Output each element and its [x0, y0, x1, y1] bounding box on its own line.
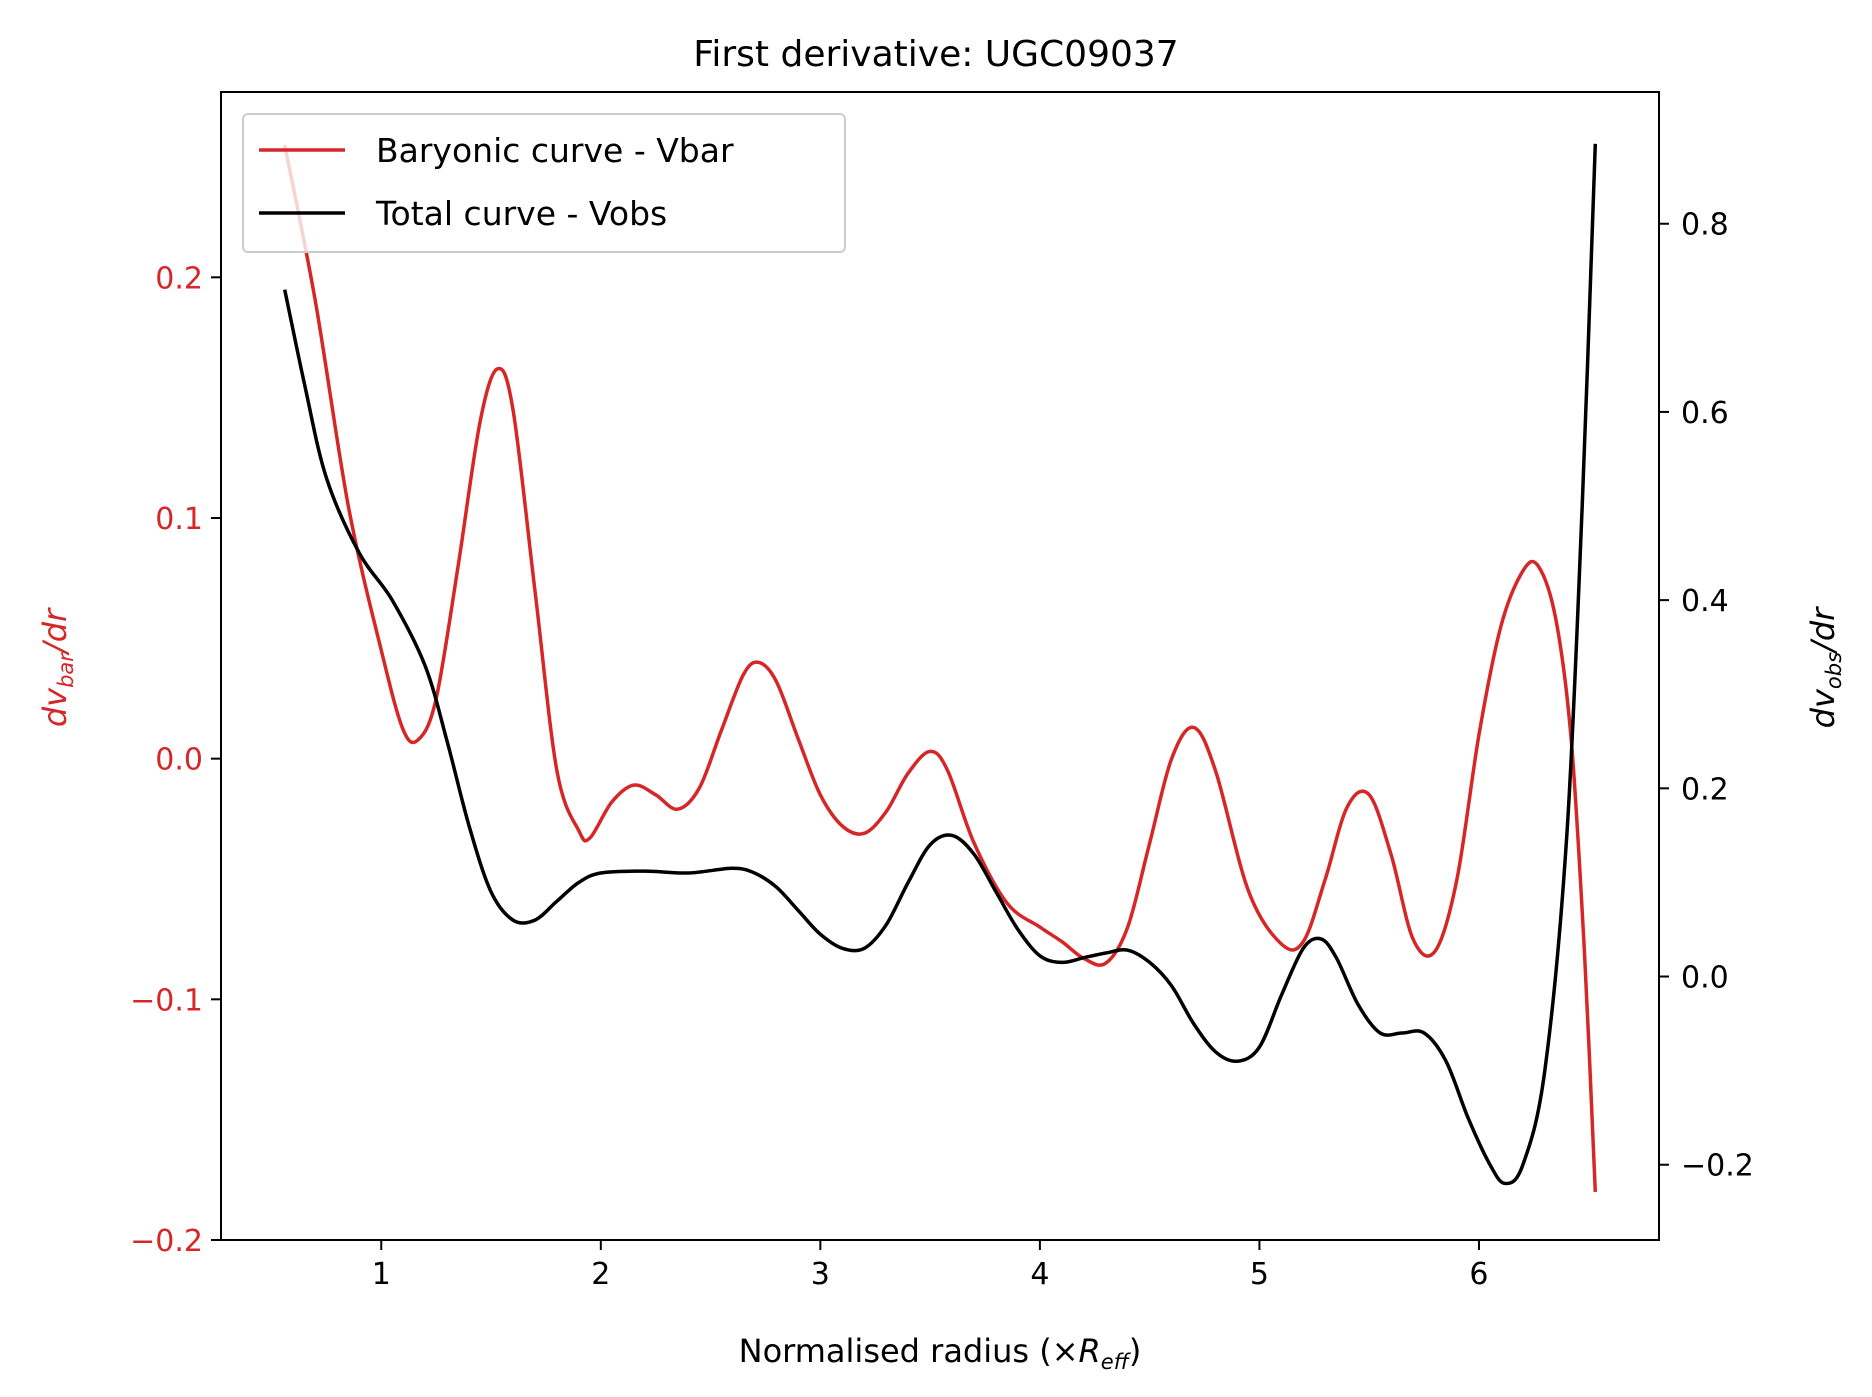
plot-frame	[220, 91, 1660, 1241]
legend-label-vbar: Baryonic curve - Vbar	[376, 131, 734, 170]
series-layer	[282, 143, 1598, 1192]
y-left-tick-label: 0.0	[155, 743, 203, 778]
legend-label-vobs: Total curve - Vobs	[375, 194, 667, 233]
y-left-tick-label: −0.1	[130, 983, 203, 1018]
chart-title: First derivative: UGC09037	[693, 34, 1178, 75]
y-right-axis: 0.8 0.6 0.4 0.2 0.0 −0.2	[1659, 208, 1754, 1184]
series-line-vobs	[282, 143, 1598, 1186]
series-line-vbar	[282, 144, 1598, 1192]
x-tick-label: 3	[811, 1257, 830, 1292]
legend: Baryonic curve - Vbar Total curve - Vobs	[242, 113, 846, 253]
y-left-tick-label: 0.2	[155, 261, 203, 296]
y-right-tick-label: 0.4	[1681, 584, 1729, 619]
y-left-tick-label: 0.1	[155, 502, 203, 537]
y-right-tick-label: 0.8	[1681, 208, 1729, 243]
x-tick-label: 4	[1030, 1257, 1049, 1292]
y-right-tick-label: 0.6	[1681, 396, 1729, 431]
y-left-axis-label: dvbar/dr	[36, 607, 78, 727]
y-left-axis: 0.2 0.1 0.0 −0.1 −0.2	[130, 261, 221, 1259]
x-axis: 1 2 3 4 5 6	[372, 1240, 1489, 1292]
y-right-tick-label: 0.2	[1681, 772, 1729, 807]
x-tick-label: 5	[1250, 1257, 1269, 1292]
y-right-axis-label: dvobs/dr	[1804, 606, 1846, 728]
x-tick-label: 2	[591, 1257, 610, 1292]
y-left-tick-label: −0.2	[130, 1224, 203, 1259]
x-axis-label: Normalised radius (×Reff)	[739, 1332, 1142, 1374]
plot-area	[220, 91, 1660, 1241]
y-right-tick-label: 0.0	[1681, 961, 1729, 996]
x-tick-label: 1	[372, 1257, 391, 1292]
x-tick-label: 6	[1469, 1257, 1488, 1292]
legend-box	[242, 113, 846, 253]
y-right-tick-label: −0.2	[1681, 1149, 1754, 1184]
